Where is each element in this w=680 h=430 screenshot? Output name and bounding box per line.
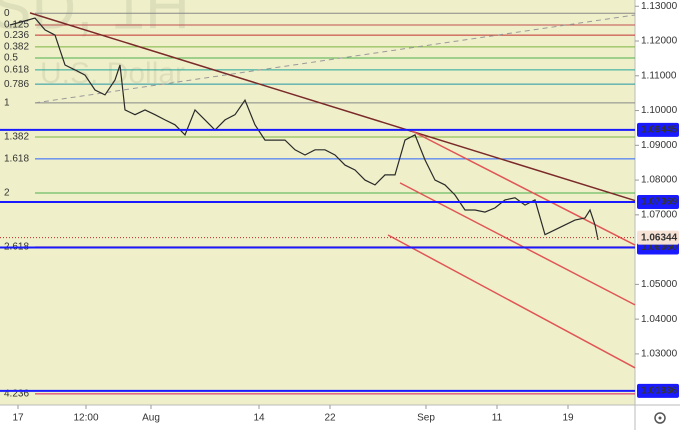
- x-tick-label: 19: [562, 413, 574, 424]
- fib-label: 0: [4, 8, 10, 19]
- fib-label: 4.236: [4, 389, 29, 400]
- time-axis-background: [0, 405, 635, 430]
- price-level-tag: [637, 195, 679, 210]
- last-price-tag: [637, 230, 679, 245]
- price-level-label: 1.06060: [641, 242, 678, 253]
- settings-icon[interactable]: [654, 412, 666, 424]
- fib-label: 0.236: [4, 30, 29, 41]
- fib-label: 0.618: [4, 65, 29, 76]
- x-tick-label: Aug: [142, 413, 160, 424]
- trendline: [29, 12, 636, 202]
- fib-label: 0.382: [4, 42, 29, 53]
- y-tick-label: 1.10000: [641, 105, 678, 116]
- last-price-label: 1.06344: [641, 232, 678, 243]
- trendline: [34, 14, 636, 104]
- y-tick-label: 1.09000: [641, 140, 678, 151]
- settings-gear-center: [658, 416, 662, 420]
- price-axis-background: [635, 0, 680, 430]
- x-tick-label: 14: [253, 413, 265, 424]
- x-tick-label: 22: [324, 413, 336, 424]
- x-tick-label: 11: [492, 413, 503, 424]
- y-tick-label: 1.08000: [641, 175, 678, 186]
- x-tick-label: 17: [12, 413, 24, 424]
- trendline: [387, 234, 636, 369]
- fib-label: 1.382: [4, 132, 29, 143]
- price-level-label: 1.07369: [641, 197, 678, 208]
- y-tick-label: 1.05000: [641, 279, 678, 290]
- fib-label: 0.125: [4, 20, 29, 31]
- fib-label: 0.786: [4, 79, 29, 90]
- y-tick-label: 1.03000: [641, 349, 678, 360]
- price-level-tag: [637, 122, 679, 137]
- y-tick-label: 1.11000: [641, 70, 677, 81]
- y-tick-label: 1.13000: [641, 1, 678, 12]
- trendline: [409, 129, 636, 246]
- price-level-label: 1.09445: [641, 124, 678, 135]
- price-level-tag: [637, 383, 679, 398]
- x-tick-label: Sep: [417, 413, 435, 424]
- fib-label: 0.5: [4, 53, 18, 64]
- trendline: [399, 182, 636, 306]
- price-line: [9, 17, 599, 241]
- watermark: U.S. Dollar: [40, 57, 185, 90]
- price-level-label: 1.01936: [641, 386, 678, 397]
- fib-label: 1: [4, 98, 10, 109]
- x-tick-label: 12:00: [73, 413, 98, 424]
- y-tick-label: 1.07000: [641, 209, 678, 220]
- settings-gear[interactable]: [654, 412, 666, 424]
- fib-label: 1.618: [4, 154, 29, 165]
- y-tick-label: 1.12000: [641, 36, 678, 47]
- fib-label: 2: [4, 188, 10, 199]
- y-tick-label: 1.04000: [641, 314, 678, 325]
